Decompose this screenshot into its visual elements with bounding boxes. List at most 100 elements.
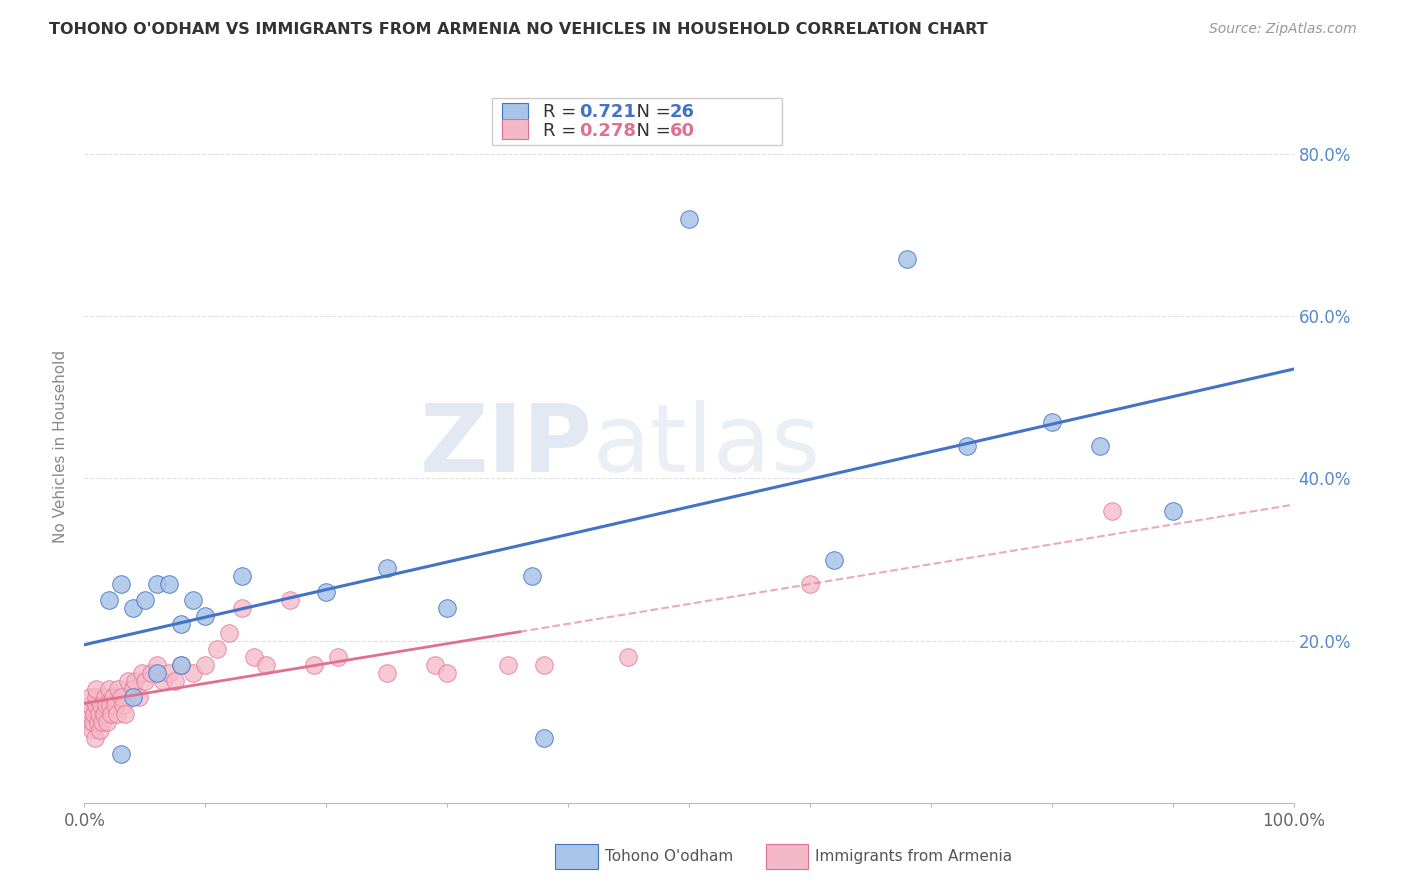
Point — [86, 682, 108, 697]
Point — [134, 674, 156, 689]
Point — [165, 674, 187, 689]
Point — [134, 593, 156, 607]
Point — [678, 211, 700, 226]
Point — [194, 657, 217, 672]
Point — [94, 690, 117, 705]
Point — [152, 674, 174, 689]
Point — [103, 690, 125, 705]
Point — [254, 657, 277, 672]
Point — [86, 690, 108, 705]
Point — [436, 601, 458, 615]
Point — [110, 577, 132, 591]
Point — [91, 714, 114, 729]
Point — [423, 657, 446, 672]
Point — [121, 690, 143, 705]
Point — [79, 706, 101, 721]
Point — [1040, 415, 1063, 429]
Point — [170, 657, 193, 672]
Point — [436, 666, 458, 681]
Point — [146, 666, 169, 681]
Text: ZIP: ZIP — [419, 400, 592, 492]
Point — [194, 609, 217, 624]
Point — [181, 666, 204, 681]
FancyBboxPatch shape — [492, 98, 782, 145]
Text: N =: N = — [624, 121, 676, 139]
Point — [315, 585, 337, 599]
Point — [82, 714, 104, 729]
Point — [87, 706, 110, 721]
Point — [112, 698, 135, 713]
Text: atlas: atlas — [592, 400, 821, 492]
Text: 60: 60 — [669, 121, 695, 139]
Point — [90, 698, 112, 713]
Point — [100, 706, 122, 721]
Point — [84, 731, 107, 745]
Point — [98, 698, 121, 713]
Point — [121, 682, 143, 697]
Point — [117, 674, 139, 689]
Point — [823, 552, 845, 566]
Point — [121, 601, 143, 615]
Point — [97, 593, 120, 607]
Point — [170, 657, 193, 672]
Point — [157, 666, 180, 681]
Point — [110, 690, 132, 705]
Point — [124, 674, 146, 689]
Text: TOHONO O'ODHAM VS IMMIGRANTS FROM ARMENIA NO VEHICLES IN HOUSEHOLD CORRELATION C: TOHONO O'ODHAM VS IMMIGRANTS FROM ARMENI… — [49, 22, 988, 37]
Point — [170, 617, 193, 632]
Point — [533, 731, 555, 745]
Text: R =: R = — [543, 121, 582, 139]
Point — [1101, 504, 1123, 518]
Point — [231, 568, 253, 582]
Point — [79, 698, 101, 713]
Point — [956, 439, 979, 453]
Point — [131, 666, 153, 681]
Point — [278, 593, 301, 607]
Point — [242, 649, 264, 664]
Text: 0.721: 0.721 — [579, 103, 636, 121]
Point — [96, 714, 118, 729]
Point — [107, 682, 129, 697]
Point — [207, 641, 229, 656]
Point — [146, 577, 169, 591]
Point — [157, 577, 180, 591]
Point — [80, 723, 103, 737]
FancyBboxPatch shape — [502, 120, 529, 139]
Point — [1161, 504, 1184, 518]
Point — [79, 690, 101, 705]
Point — [97, 682, 120, 697]
Point — [86, 698, 108, 713]
Point — [520, 568, 543, 582]
Point — [94, 698, 117, 713]
Point — [375, 666, 398, 681]
Point — [375, 560, 398, 574]
Point — [896, 252, 918, 267]
Text: 0.278: 0.278 — [579, 121, 636, 139]
Text: N =: N = — [624, 103, 676, 121]
Text: R =: R = — [543, 103, 582, 121]
Point — [105, 706, 128, 721]
Point — [104, 698, 127, 713]
Point — [799, 577, 821, 591]
FancyBboxPatch shape — [502, 103, 529, 123]
Point — [533, 657, 555, 672]
Point — [93, 706, 115, 721]
Point — [218, 625, 240, 640]
Point — [181, 593, 204, 607]
Text: Immigrants from Armenia: Immigrants from Armenia — [815, 849, 1012, 863]
Point — [1088, 439, 1111, 453]
Text: 26: 26 — [669, 103, 695, 121]
Point — [89, 723, 111, 737]
Text: Tohono O'odham: Tohono O'odham — [605, 849, 733, 863]
Point — [86, 714, 108, 729]
Point — [302, 657, 325, 672]
Point — [328, 649, 350, 664]
Point — [114, 706, 136, 721]
Point — [110, 747, 132, 761]
Point — [231, 601, 253, 615]
Point — [617, 649, 640, 664]
Point — [139, 666, 162, 681]
Text: Source: ZipAtlas.com: Source: ZipAtlas.com — [1209, 22, 1357, 37]
Point — [496, 657, 519, 672]
Point — [79, 714, 101, 729]
